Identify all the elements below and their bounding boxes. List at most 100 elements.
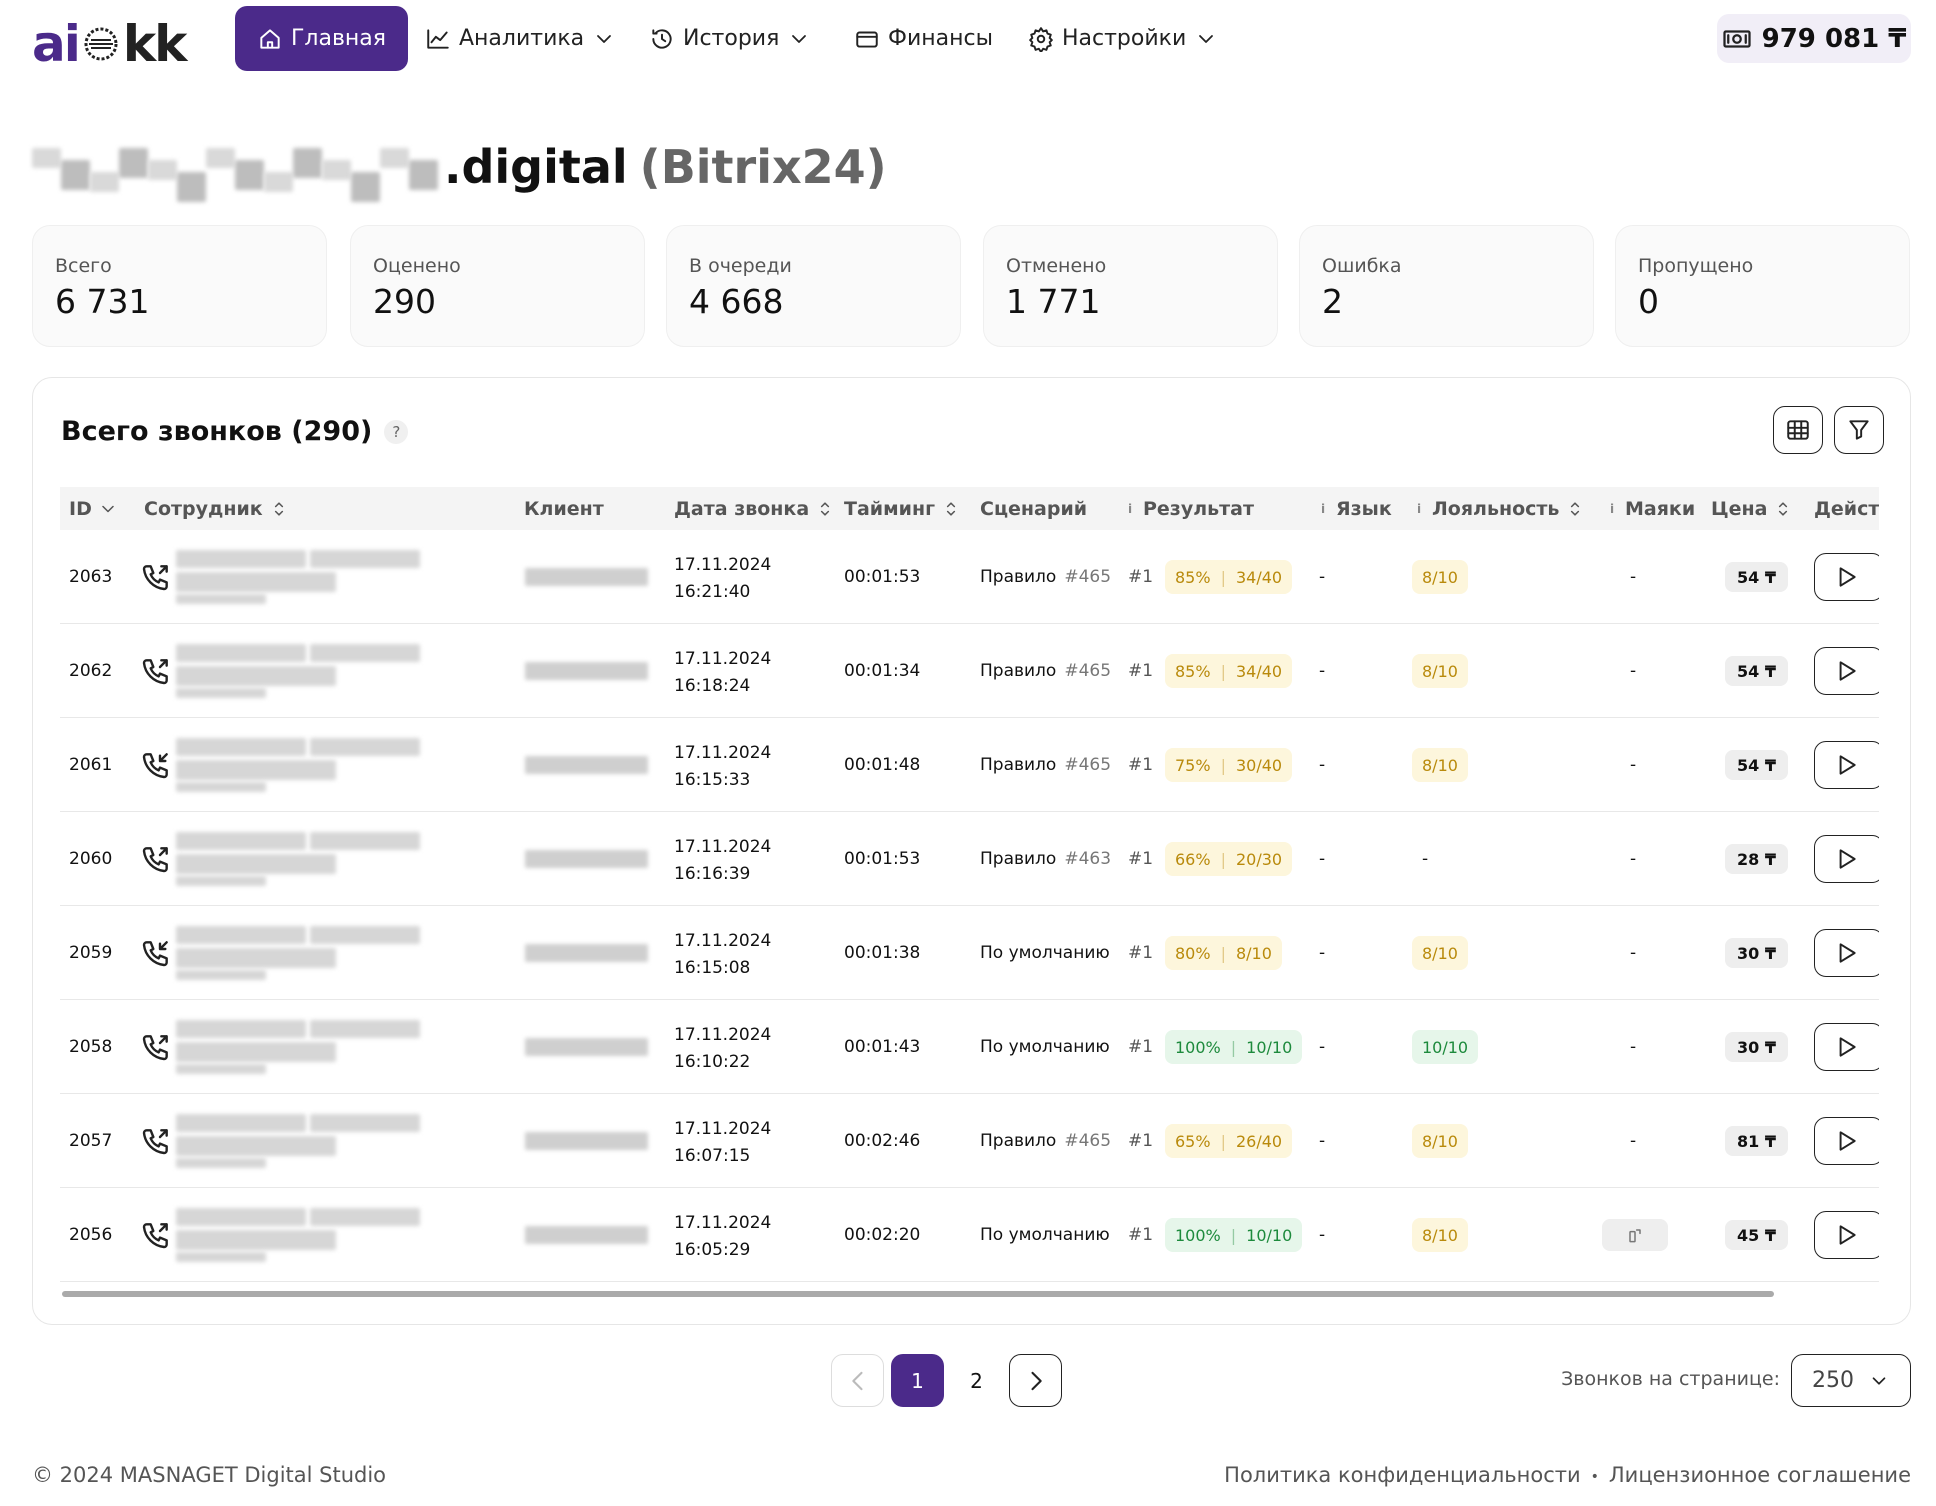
redacted — [322, 160, 351, 180]
column-header[interactable]: Цена — [1711, 487, 1793, 530]
table-title: Всего звонков (290)? — [61, 416, 409, 447]
language: - — [1319, 1225, 1326, 1245]
timing: 00:01:38 — [844, 943, 921, 963]
rank: #1 — [1128, 755, 1154, 775]
redacted — [525, 944, 648, 962]
column-header[interactable]: Тайминг — [844, 487, 961, 530]
play-button[interactable] — [1814, 1211, 1879, 1259]
play-button[interactable] — [1814, 1023, 1879, 1071]
call-date: 17.11.2024 16:15:33 — [674, 740, 771, 794]
play-button[interactable] — [1814, 553, 1879, 601]
column-label: Тайминг — [844, 497, 935, 520]
redacted — [310, 1114, 420, 1132]
timing: 00:01:48 — [844, 755, 921, 775]
redacted — [310, 832, 420, 850]
result: 65% | 26/40 — [1165, 1094, 1293, 1188]
column-header[interactable]: Сценарий — [980, 487, 1087, 530]
redacted — [176, 644, 306, 662]
play-button[interactable] — [1814, 835, 1879, 883]
help[interactable]: ? — [384, 419, 409, 444]
icon — [821, 501, 830, 516]
scenario-number: #465 — [1064, 755, 1112, 775]
stat-value: 290 — [373, 282, 436, 321]
divider: | — [1220, 567, 1226, 587]
per-page-select[interactable]: 250 — [1791, 1354, 1911, 1407]
column-header[interactable]: i Результат — [1123, 487, 1254, 530]
column-header[interactable]: i Язык — [1316, 487, 1392, 530]
redacted — [61, 160, 90, 190]
price-badge: 81 ₸ — [1725, 1126, 1788, 1156]
date: 17.11.2024 — [674, 743, 772, 763]
icon — [1872, 1376, 1886, 1385]
redacted — [176, 1252, 266, 1262]
icon-button[interactable] — [1834, 406, 1884, 454]
scenario-number: #463 — [1064, 849, 1112, 869]
icon — [1723, 29, 1751, 48]
logo: ai kk — [32, 12, 187, 76]
nav-item[interactable]: Аналитика — [425, 6, 616, 71]
column-header[interactable]: Клиент — [524, 487, 604, 530]
stat-value: 6 731 — [55, 282, 150, 321]
result-badge: 65% | 26/40 — [1165, 1124, 1293, 1158]
play-button[interactable] — [1814, 1117, 1879, 1165]
price-badge: 54 ₸ — [1725, 656, 1788, 686]
table-title-text: Всего звонков (290) — [61, 416, 373, 447]
info: i — [1609, 501, 1615, 516]
icon — [856, 31, 878, 48]
price-badge: 28 ₸ — [1725, 844, 1788, 874]
score: 10/10 — [1246, 1225, 1293, 1245]
logo-mark — [81, 18, 121, 76]
call-date: 17.11.2024 16:10:22 — [674, 1022, 771, 1076]
loyalty-badge: 10/10 — [1412, 1030, 1479, 1064]
icon-button[interactable] — [1773, 406, 1823, 454]
redacted — [119, 148, 148, 178]
icon — [1779, 501, 1788, 516]
page-button[interactable]: 2 — [970, 1368, 983, 1393]
date: 17.11.2024 — [674, 1119, 772, 1139]
score: 30/40 — [1235, 755, 1283, 775]
stat-card: Отменено 1 771 — [983, 225, 1278, 347]
result-badge: 100% | 10/10 — [1165, 1218, 1303, 1252]
redacted — [310, 738, 420, 756]
nav-item[interactable]: Главная — [235, 6, 409, 71]
scenario: Правило #465 — [980, 530, 1111, 624]
redacted — [176, 550, 306, 568]
nav-item[interactable]: Финансы — [854, 6, 993, 71]
beacons: - — [1630, 849, 1637, 869]
date: 17.11.2024 — [674, 555, 772, 575]
actions — [1814, 530, 1879, 624]
next-page[interactable] — [1009, 1354, 1062, 1407]
language: - — [1319, 755, 1326, 775]
info: i — [1416, 501, 1422, 516]
scenario-name: Правило — [980, 755, 1057, 775]
column-header[interactable]: i Маяки — [1605, 487, 1695, 530]
play-button[interactable] — [1814, 647, 1879, 695]
per-page-value: 250 — [1812, 1368, 1854, 1393]
icon — [142, 847, 168, 873]
column-header[interactable]: Дата звонка — [674, 487, 835, 530]
nav-label: Финансы — [888, 26, 993, 51]
prev-page[interactable] — [831, 1354, 884, 1407]
redacted — [176, 1042, 336, 1062]
footer-link[interactable]: Политика конфиденциальности — [1224, 1463, 1581, 1487]
nav-item[interactable]: Настройки — [1028, 6, 1218, 71]
price: 54 ₸ — [1725, 718, 1788, 812]
play-button[interactable] — [1814, 741, 1879, 789]
column-header[interactable]: i Лояльность — [1412, 487, 1585, 530]
nav-item[interactable]: История — [649, 6, 811, 71]
column-header[interactable]: Действия — [1814, 487, 1879, 530]
actions — [1814, 624, 1879, 718]
redacted — [176, 1136, 336, 1156]
column-header[interactable]: ID — [69, 487, 118, 530]
redacted — [380, 148, 409, 168]
column-label: Клиент — [524, 497, 604, 520]
column-header[interactable]: Сотрудник — [144, 487, 289, 530]
table-head-bg — [60, 487, 1879, 530]
call-date: 17.11.2024 16:15:08 — [674, 928, 771, 982]
score-percent: 85% — [1175, 661, 1211, 681]
footer-link[interactable]: Лицензионное соглашение — [1608, 1463, 1911, 1487]
play-button[interactable] — [1814, 929, 1879, 977]
redacted — [310, 1020, 420, 1038]
page-button[interactable]: 1 — [891, 1354, 944, 1407]
time: 16:07:15 — [674, 1146, 751, 1166]
